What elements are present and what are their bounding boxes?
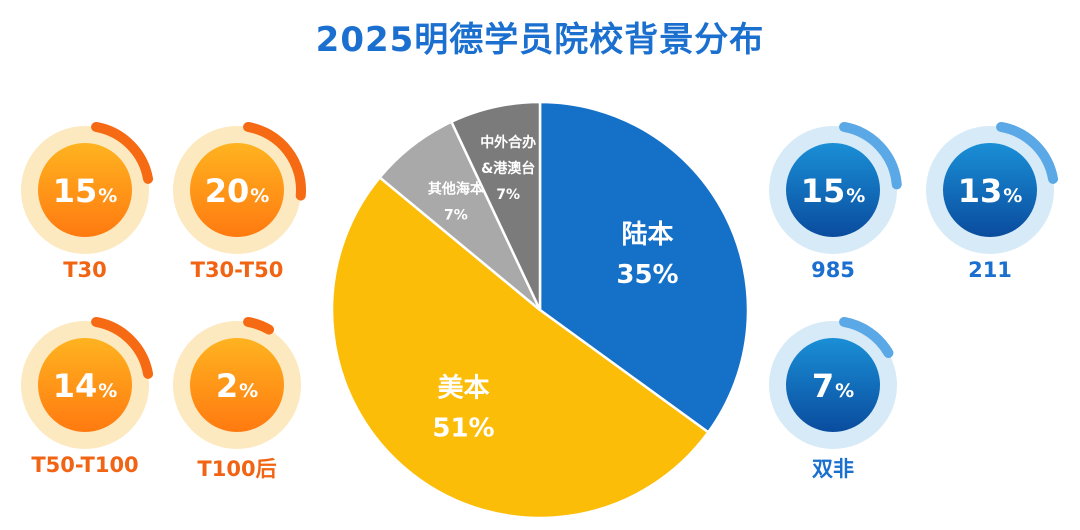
pie-slice-value: 51% — [432, 414, 494, 444]
stat-progress-arc — [996, 121, 1059, 184]
stat-progress-arc — [243, 316, 274, 335]
stat-label: T100后 — [197, 457, 277, 481]
stat-label: 985 — [811, 258, 855, 282]
pie-slice-0 — [538, 100, 750, 435]
stat-ring-double-non: 7% — [769, 316, 897, 449]
pie-slice-name: 陆本 — [621, 219, 673, 250]
stat-inner-disc — [943, 143, 1037, 237]
stat-inner-disc — [786, 338, 880, 432]
pie-slice-name: 其他海本 — [428, 181, 485, 198]
stat-ring-211: 13% — [926, 121, 1059, 254]
stat-progress-arc — [243, 121, 306, 201]
pie-slice-value: 35% — [616, 260, 678, 290]
stat-ring-985: 15% — [769, 121, 902, 254]
stat-inner-disc — [190, 143, 284, 237]
stat-label: T50-T100 — [31, 453, 139, 477]
stat-badge-double-non: 7% 双非 — [753, 316, 913, 487]
chart-title: 2025明德学员院校背景分布 — [315, 20, 765, 60]
stat-inner-disc — [190, 338, 284, 432]
stat-label: T30 — [63, 258, 107, 282]
stat-progress-arc — [839, 121, 902, 190]
stat-ring-t30: 15% — [21, 121, 154, 254]
pie-slice-value: 7% — [496, 187, 520, 203]
stat-label: T30-T50 — [190, 258, 284, 282]
pie-slice-1 — [330, 175, 711, 520]
stat-ring-t30-t50: 20% — [173, 121, 306, 254]
stat-label: 双非 — [812, 457, 854, 481]
stat-badge-t100-after: 2% T100后 — [157, 316, 317, 487]
stat-badge-t50-t100: 14% T50-T100 — [5, 316, 165, 487]
pie-slice-value: 7% — [444, 208, 468, 224]
pie-slice-name: 中外合办 — [480, 134, 536, 151]
stat-badge-t30: 15% T30 — [5, 121, 165, 292]
stat-value: 7% — [812, 367, 854, 405]
stat-value: 14% — [53, 367, 118, 405]
pie-slice-3 — [449, 100, 542, 311]
stat-value: 2% — [216, 367, 258, 405]
pie-chart: 陆本 35% 美本 51% 其他海本 7% 中外合办&港澳台 7% — [330, 100, 750, 520]
stat-value: 15% — [801, 172, 866, 210]
pie-slice-name: &港澳台 — [481, 160, 535, 177]
stat-badge-985: 15% 985 — [753, 121, 913, 292]
stat-inner-disc — [786, 143, 880, 237]
stat-inner-disc — [38, 338, 132, 432]
stat-ring-t50-t100: 14% — [21, 316, 154, 449]
stat-badge-t30-t50: 20% T30-T50 — [157, 121, 317, 292]
stat-value: 13% — [958, 172, 1023, 210]
stat-label: 211 — [968, 258, 1012, 282]
stat-value: 20% — [205, 172, 270, 210]
stat-inner-disc — [38, 143, 132, 237]
stat-badge-211: 13% 211 — [910, 121, 1070, 292]
stat-value: 15% — [53, 172, 118, 210]
stat-progress-arc — [91, 121, 154, 184]
stat-ring-t100-after: 2% — [173, 316, 301, 449]
stat-progress-arc — [839, 316, 894, 358]
stat-progress-arc — [91, 316, 154, 379]
pie-slice-name: 美本 — [437, 373, 489, 404]
